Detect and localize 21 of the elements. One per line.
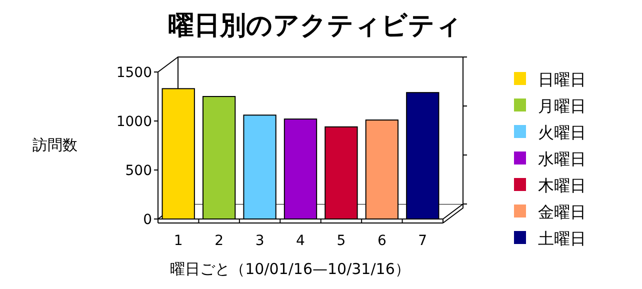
legend-label: 土曜日 [538, 229, 586, 248]
x-tick-label: 4 [296, 233, 306, 249]
x-tick-label: 6 [377, 233, 386, 249]
x-tick-label: 3 [255, 233, 264, 249]
legend-label: 火曜日 [538, 123, 586, 142]
legend-label: 水曜日 [538, 150, 586, 168]
x-tick-label: 1 [174, 233, 183, 249]
y-tick-label: 500 [125, 163, 152, 179]
y-tick-label: 1500 [116, 65, 152, 81]
x-tick-label: 7 [418, 233, 428, 249]
y-tick-label: 1000 [116, 114, 152, 130]
x-tick-label: 5 [336, 233, 346, 249]
legend-label: 月曜日 [538, 96, 586, 116]
y-tick-label: 0 [143, 212, 152, 228]
x-axis-title: 曜日ごと（10/01/16—10/31/16） [170, 260, 410, 278]
legend-label: 金曜日 [538, 202, 586, 222]
legend-label: 木曜日 [538, 176, 586, 195]
y-axis-title: 訪問数 [32, 136, 78, 154]
chart-title: 曜日別のアクティビティ [168, 11, 462, 41]
legend-label: 日曜日 [538, 70, 586, 89]
x-tick-label: 2 [214, 233, 224, 249]
